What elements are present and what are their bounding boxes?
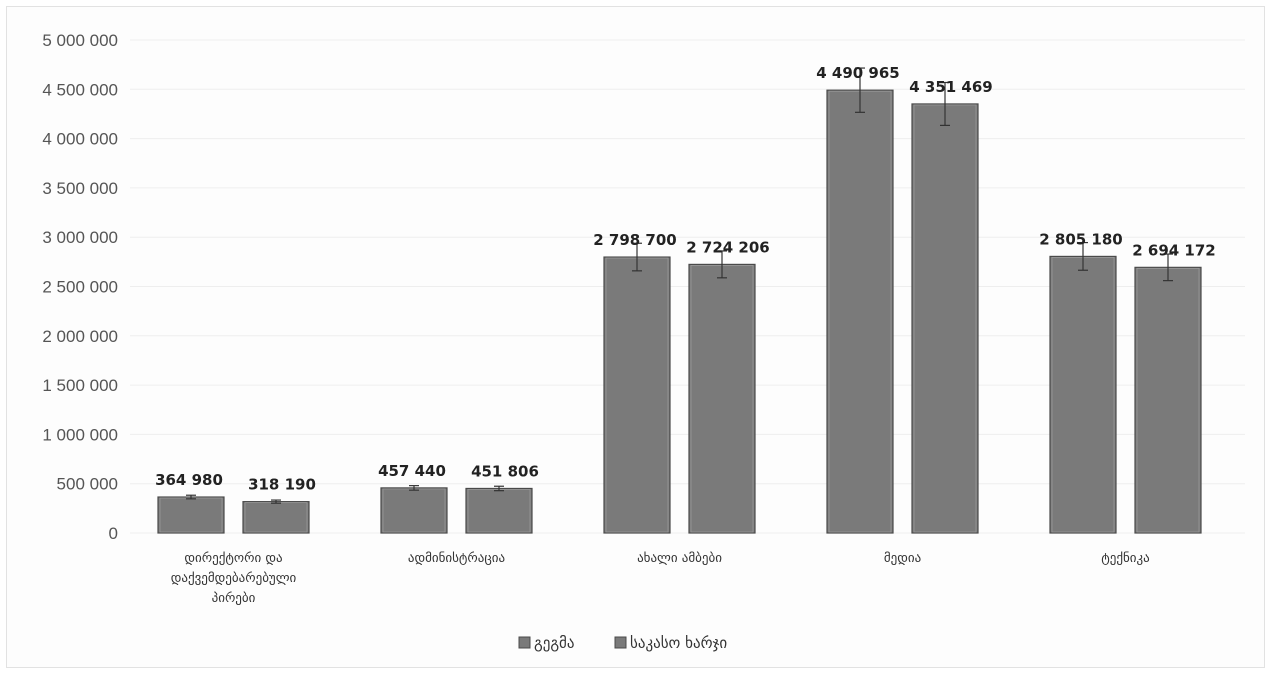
data-label: 2 805 180: [1039, 230, 1123, 248]
y-tick-label: 5 000 000: [42, 31, 118, 50]
y-tick-label: 0: [109, 524, 118, 543]
data-label: 2 724 206: [686, 238, 770, 256]
legend-swatch: [518, 636, 531, 649]
legend-swatch: [614, 636, 627, 649]
bar-cash-expense: [465, 487, 533, 534]
bar-cash-expense: [1134, 266, 1202, 534]
y-tick-label: 500 000: [57, 475, 118, 494]
data-label: 364 980: [155, 471, 223, 489]
bar-cash-expense: [911, 103, 979, 534]
x-category-label: დირექტორი და: [184, 551, 282, 566]
data-label: 318 190: [248, 476, 316, 494]
x-category-label: პირები: [212, 591, 256, 606]
bar-plan: [157, 496, 225, 534]
data-label: 4 490 965: [816, 64, 900, 82]
data-label: 457 440: [378, 462, 446, 480]
y-tick-label: 4 500 000: [42, 80, 118, 99]
data-label: 2 798 700: [593, 231, 677, 249]
x-category-label: დაქვემდებარებული: [171, 571, 297, 586]
data-label: 4 351 469: [909, 78, 993, 96]
x-category-label: ადმინისტრაცია: [408, 551, 505, 566]
data-label: 451 806: [471, 462, 539, 480]
bar-plan: [603, 256, 671, 534]
bar-plan: [1049, 255, 1117, 534]
bar-plan: [826, 89, 894, 534]
y-tick-label: 1 000 000: [42, 425, 118, 444]
x-category-label: მედია: [884, 551, 921, 566]
legend-label: გეგმა: [534, 634, 575, 652]
y-tick-label: 3 000 000: [42, 228, 118, 247]
x-category-label: ახალი ამბები: [637, 551, 722, 566]
x-category-label: ტექნიკა: [1101, 551, 1150, 566]
y-tick-label: 1 500 000: [42, 376, 118, 395]
bar-cash-expense: [242, 501, 310, 534]
y-tick-label: 2 000 000: [42, 327, 118, 346]
data-label: 2 694 172: [1132, 241, 1216, 259]
y-tick-label: 3 500 000: [42, 179, 118, 198]
bar-plan: [380, 487, 448, 534]
y-tick-label: 4 000 000: [42, 130, 118, 149]
bar-cash-expense: [688, 263, 756, 534]
legend-label: საკასო ხარჯი: [630, 634, 727, 652]
y-tick-label: 2 500 000: [42, 278, 118, 297]
